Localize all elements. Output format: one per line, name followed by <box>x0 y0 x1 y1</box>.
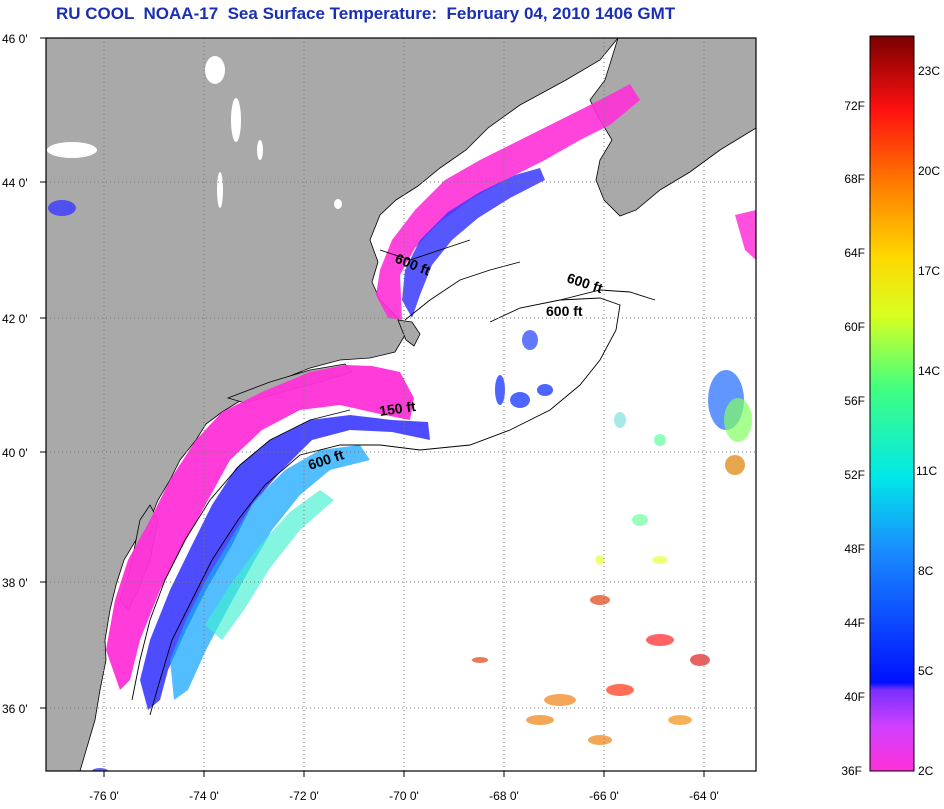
celsius-label: 23C <box>918 64 940 78</box>
fahrenheit-label: 36F <box>841 764 862 778</box>
frame-ticks <box>40 37 705 777</box>
fahrenheit-label: 44F <box>844 616 865 630</box>
fahrenheit-label: 60F <box>844 320 865 334</box>
sst-offshore-patches <box>48 200 752 771</box>
latitude-label: 38 0' <box>2 576 28 590</box>
fahrenheit-label: 40F <box>844 690 865 704</box>
fahrenheit-label: 68F <box>844 172 865 186</box>
fahrenheit-label: 72F <box>844 99 865 113</box>
depth-contours <box>131 239 656 716</box>
us-mainland <box>46 38 619 771</box>
latitude-label: 46 0' <box>2 32 28 46</box>
fahrenheit-label: 48F <box>844 542 865 556</box>
map-title: RU COOL NOAA-17 Sea Surface Temperature:… <box>56 4 676 23</box>
fahrenheit-label: 52F <box>844 468 865 482</box>
latitude-labels: 46 0' 44 0' 42 0' 40 0' 38 0' 36 0' <box>2 32 28 716</box>
inland-lakes <box>47 56 342 209</box>
contour-label: 600 ft <box>546 303 583 319</box>
longitude-label: -76 0' <box>89 789 119 803</box>
longitude-label: -70 0' <box>389 789 419 803</box>
map-frame <box>45 37 757 772</box>
latitude-label: 36 0' <box>2 702 28 716</box>
sst-coastal-band <box>106 84 756 710</box>
longitude-labels: -76 0' -74 0' -72 0' -70 0' -68 0' -66 0… <box>89 789 719 803</box>
longitude-label: -68 0' <box>489 789 519 803</box>
celsius-label: 14C <box>918 364 940 378</box>
celsius-label: 17C <box>918 264 940 278</box>
celsius-label: 11C <box>916 464 937 478</box>
longitude-label: -74 0' <box>189 789 219 803</box>
fahrenheit-label: 56F <box>844 394 865 408</box>
colorbar <box>869 35 915 772</box>
longitude-label: -64 0' <box>689 789 719 803</box>
fahrenheit-label: 64F <box>844 246 865 260</box>
celsius-label: 2C <box>918 764 934 778</box>
latitude-label: 44 0' <box>2 176 28 190</box>
latitude-label: 40 0' <box>2 446 28 460</box>
contour-label: 150 ft <box>378 398 417 419</box>
celsius-label: 20C <box>918 164 940 178</box>
longitude-label: -66 0' <box>589 789 619 803</box>
longitude-label: -72 0' <box>289 789 319 803</box>
colorbar-celsius-labels: 23C 20C 17C 14C 11C 8C 5C 2C <box>916 64 940 778</box>
celsius-label: 8C <box>918 564 934 578</box>
latitude-label: 42 0' <box>2 312 28 326</box>
celsius-label: 5C <box>918 664 934 678</box>
colorbar-fahrenheit-labels: 72F 68F 64F 60F 56F 52F 48F 44F 40F 36F <box>841 99 865 778</box>
